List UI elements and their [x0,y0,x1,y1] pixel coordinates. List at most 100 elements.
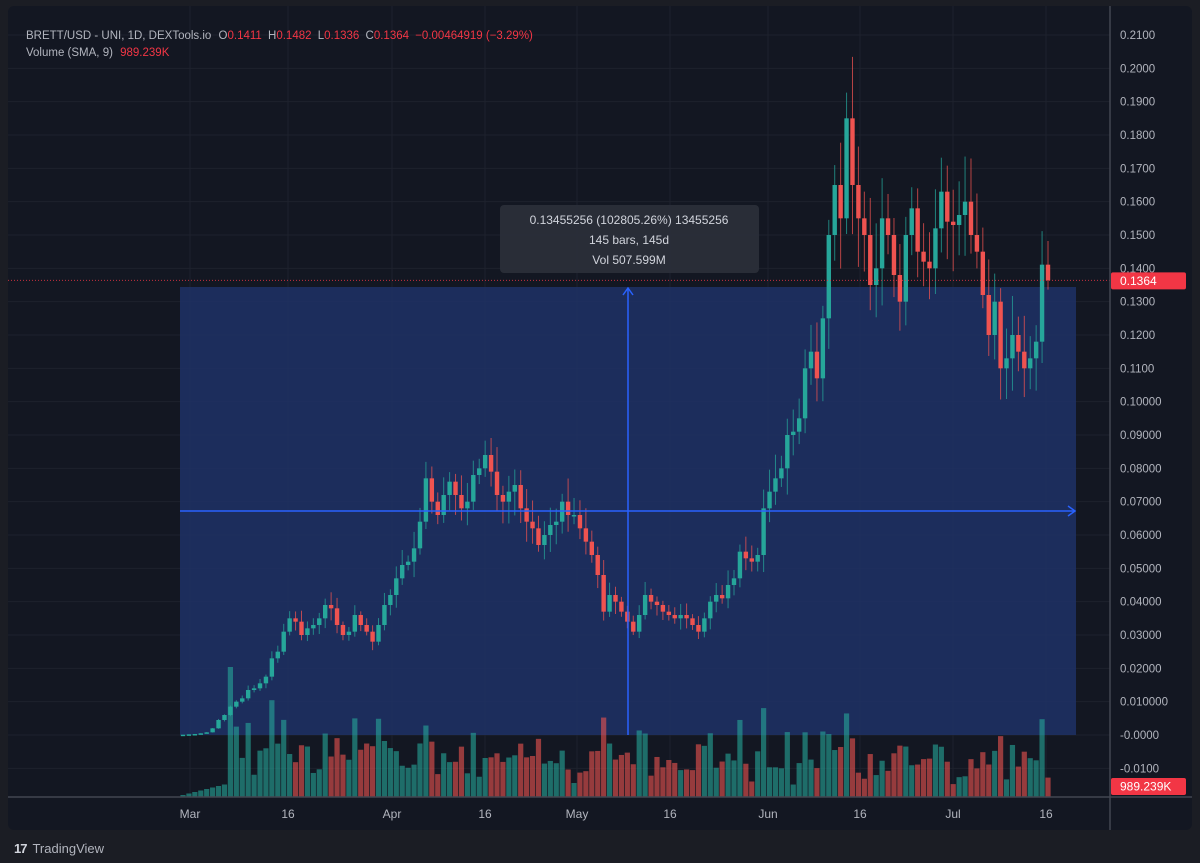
volume-bar [909,765,915,797]
symbol-label[interactable]: BRETT/USD - UNI, 1D, DEXTools.io [26,30,212,42]
chart-canvas[interactable]: 0.2100 0.2000 0.1900 0.1800 0.1700 0.1600 0.15… [8,6,1192,830]
volume-bar [678,770,684,797]
volume-bar [589,751,595,797]
candle [240,698,245,702]
candle [992,301,997,336]
candle [453,481,458,496]
volume-bar [577,772,583,797]
tooltip-line3: Vol 507.599M [592,253,665,267]
volume-bar [932,744,939,797]
volume-bar [1015,766,1021,797]
candle [1028,358,1033,369]
candle [980,251,986,296]
volume-bar [310,772,316,797]
volume-bar [950,784,956,797]
volume-bar [435,774,441,797]
volume-bar [304,746,311,797]
candle [838,185,843,219]
volume-bar [861,778,867,797]
candle [542,535,547,546]
volume-bar [1009,744,1016,797]
candle [554,521,559,526]
candle [382,605,387,626]
tradingview-brand[interactable]: TradingView [32,840,105,856]
time-axis-label: 16 [478,807,492,821]
volume-bar [257,750,263,797]
volume-bar [399,765,405,797]
candle [192,734,198,736]
price-axis-label: 0.04000 [1120,597,1162,609]
volume-bar [814,768,820,797]
candle [672,615,677,619]
candle [269,658,275,677]
price-axis-label: 0.07000 [1120,497,1162,509]
candle [619,601,624,612]
volume-bar [322,733,328,797]
volume-bar [1045,777,1051,797]
volume-bar [251,774,257,797]
candle [524,508,529,522]
volume-bar [192,792,198,797]
volume-bar [826,734,832,797]
candle [951,221,956,226]
candle [1039,264,1045,342]
arrow-up-icon [622,286,634,296]
volume-bar [660,767,666,797]
candle [417,521,423,549]
candle [293,618,298,622]
price-axis-label: -0.0100 [1120,763,1159,775]
candle [477,468,482,476]
candle [939,191,944,229]
volume-bar [494,753,500,797]
candle [1010,335,1015,359]
volume-bar [855,772,862,797]
tooltip-line2: 145 bars, 145d [589,233,669,247]
time-axis-label: Jun [758,807,777,821]
volume-bar [180,795,186,797]
candle [358,615,363,626]
volume-bar [518,743,524,797]
candle [613,595,618,602]
volume-bar [529,755,536,797]
volume-bar [648,775,654,797]
volume-bar [956,777,962,797]
candle [388,595,393,606]
candle [394,578,399,596]
candle [299,621,304,636]
candle [909,208,914,236]
volume-bar [873,775,879,797]
candle [785,435,790,469]
volume-bar [606,743,613,797]
svg-text:989.239K: 989.239K [1120,780,1171,794]
arrow-right-icon [1067,505,1077,517]
candle [400,565,405,579]
time-axis-label: Apr [383,807,402,821]
candle [654,601,660,606]
candle [222,715,227,720]
volume-bar [500,761,506,797]
candle [216,720,221,729]
volume-bar [695,744,702,797]
candle [749,558,754,562]
candle [571,515,577,517]
time-axis-label: 16 [281,807,295,821]
candle [743,551,749,559]
candle [423,478,429,522]
volume-bar [387,748,393,797]
candle [204,732,209,734]
volume-bar [541,763,548,797]
candle [245,690,251,699]
candle [1016,335,1021,352]
volume-label[interactable]: Volume (SMA, 9) [26,47,113,59]
time-axis-label: 16 [663,807,677,821]
volume-bar [1027,758,1033,797]
time-axis-label: Mar [180,807,201,821]
low-value: 0.1336 [324,30,360,42]
tradingview-logo-icon[interactable]: 17 [14,840,28,856]
candle [725,585,731,599]
price-axis-label: 0.08000 [1120,463,1162,475]
volume-bar [808,759,814,797]
candle [678,615,683,619]
volume-bar [316,769,322,797]
volume-bar [642,733,648,797]
